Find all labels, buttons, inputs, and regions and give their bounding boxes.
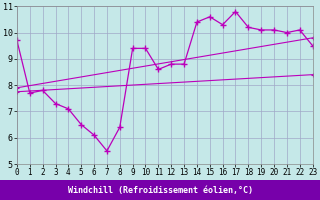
Text: Windchill (Refroidissement éolien,°C): Windchill (Refroidissement éolien,°C) <box>68 186 252 194</box>
